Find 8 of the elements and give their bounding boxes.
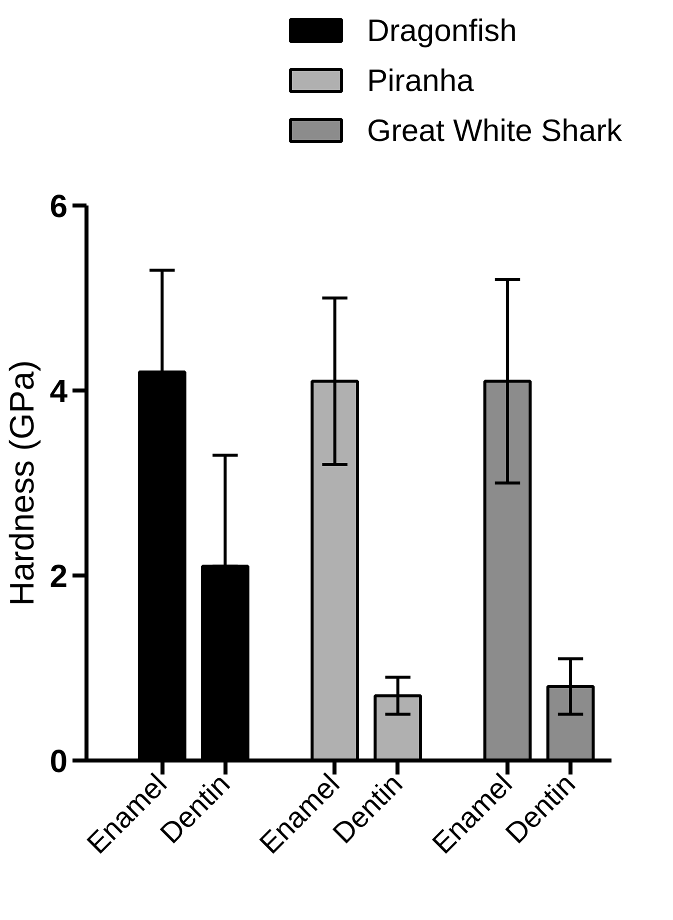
y-tick-label: 2 <box>50 558 68 594</box>
y-tick-label: 0 <box>50 743 68 779</box>
legend-label: Piranha <box>366 63 475 98</box>
y-axis-title: Hardness (GPa) <box>4 360 42 606</box>
y-tick-label: 4 <box>50 373 68 409</box>
legend-label: Great White Shark <box>366 113 622 148</box>
legend-label: Dragonfish <box>366 13 517 48</box>
y-tick-label: 6 <box>50 188 68 224</box>
